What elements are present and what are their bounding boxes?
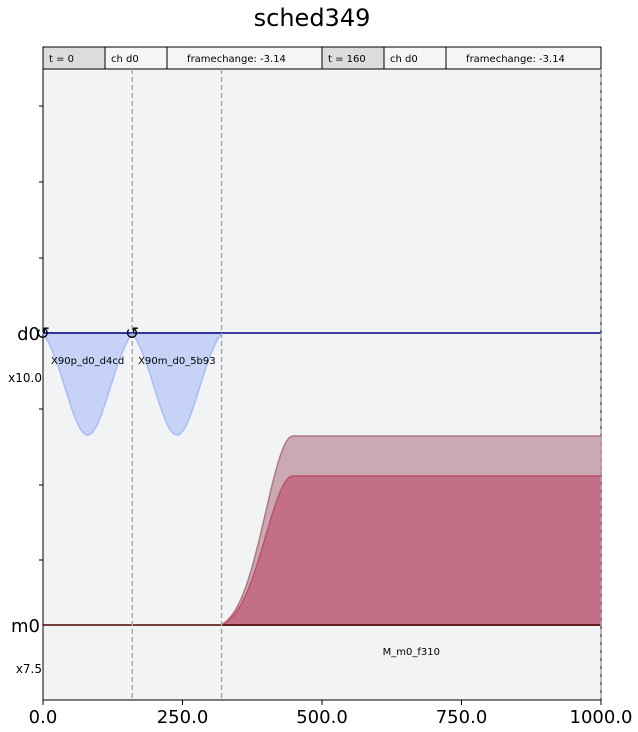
x-tick-label: 0.0	[29, 707, 58, 728]
framechange-icon: ↺	[125, 324, 139, 344]
pulse-d0-area	[130, 332, 223, 436]
channel-label: m0	[11, 616, 40, 637]
event-table-text: framechange: -3.14	[466, 54, 565, 65]
event-table-text: framechange: -3.14	[187, 54, 286, 65]
event-table-text: ch d0	[111, 54, 139, 65]
event-table-text: t = 0	[49, 54, 74, 65]
channel-scale-label: x7.5	[16, 662, 42, 676]
pulse-label: X90m_d0_5b93	[138, 356, 215, 367]
pulse-m0-real-area	[221, 475, 602, 626]
pulse-label: M_m0_f310	[383, 647, 440, 658]
pulse-label: X90p_d0_d4cd	[51, 356, 124, 367]
pulse-d0-area	[41, 332, 134, 436]
x-tick-label: 500.0	[296, 707, 348, 728]
event-table-text: ch d0	[390, 54, 418, 65]
x-tick-label: 250.0	[157, 707, 209, 728]
channel-label: d0	[17, 324, 40, 345]
x-tick-label: 750.0	[436, 707, 488, 728]
event-table-text: t = 160	[328, 54, 366, 65]
chart-title: sched349	[254, 4, 371, 32]
framechange-icon: ↺	[36, 324, 50, 344]
x-tick-label: 1000.0	[570, 707, 633, 728]
event-table-cell	[445, 46, 602, 70]
channel-scale-label: x10.0	[8, 371, 42, 385]
